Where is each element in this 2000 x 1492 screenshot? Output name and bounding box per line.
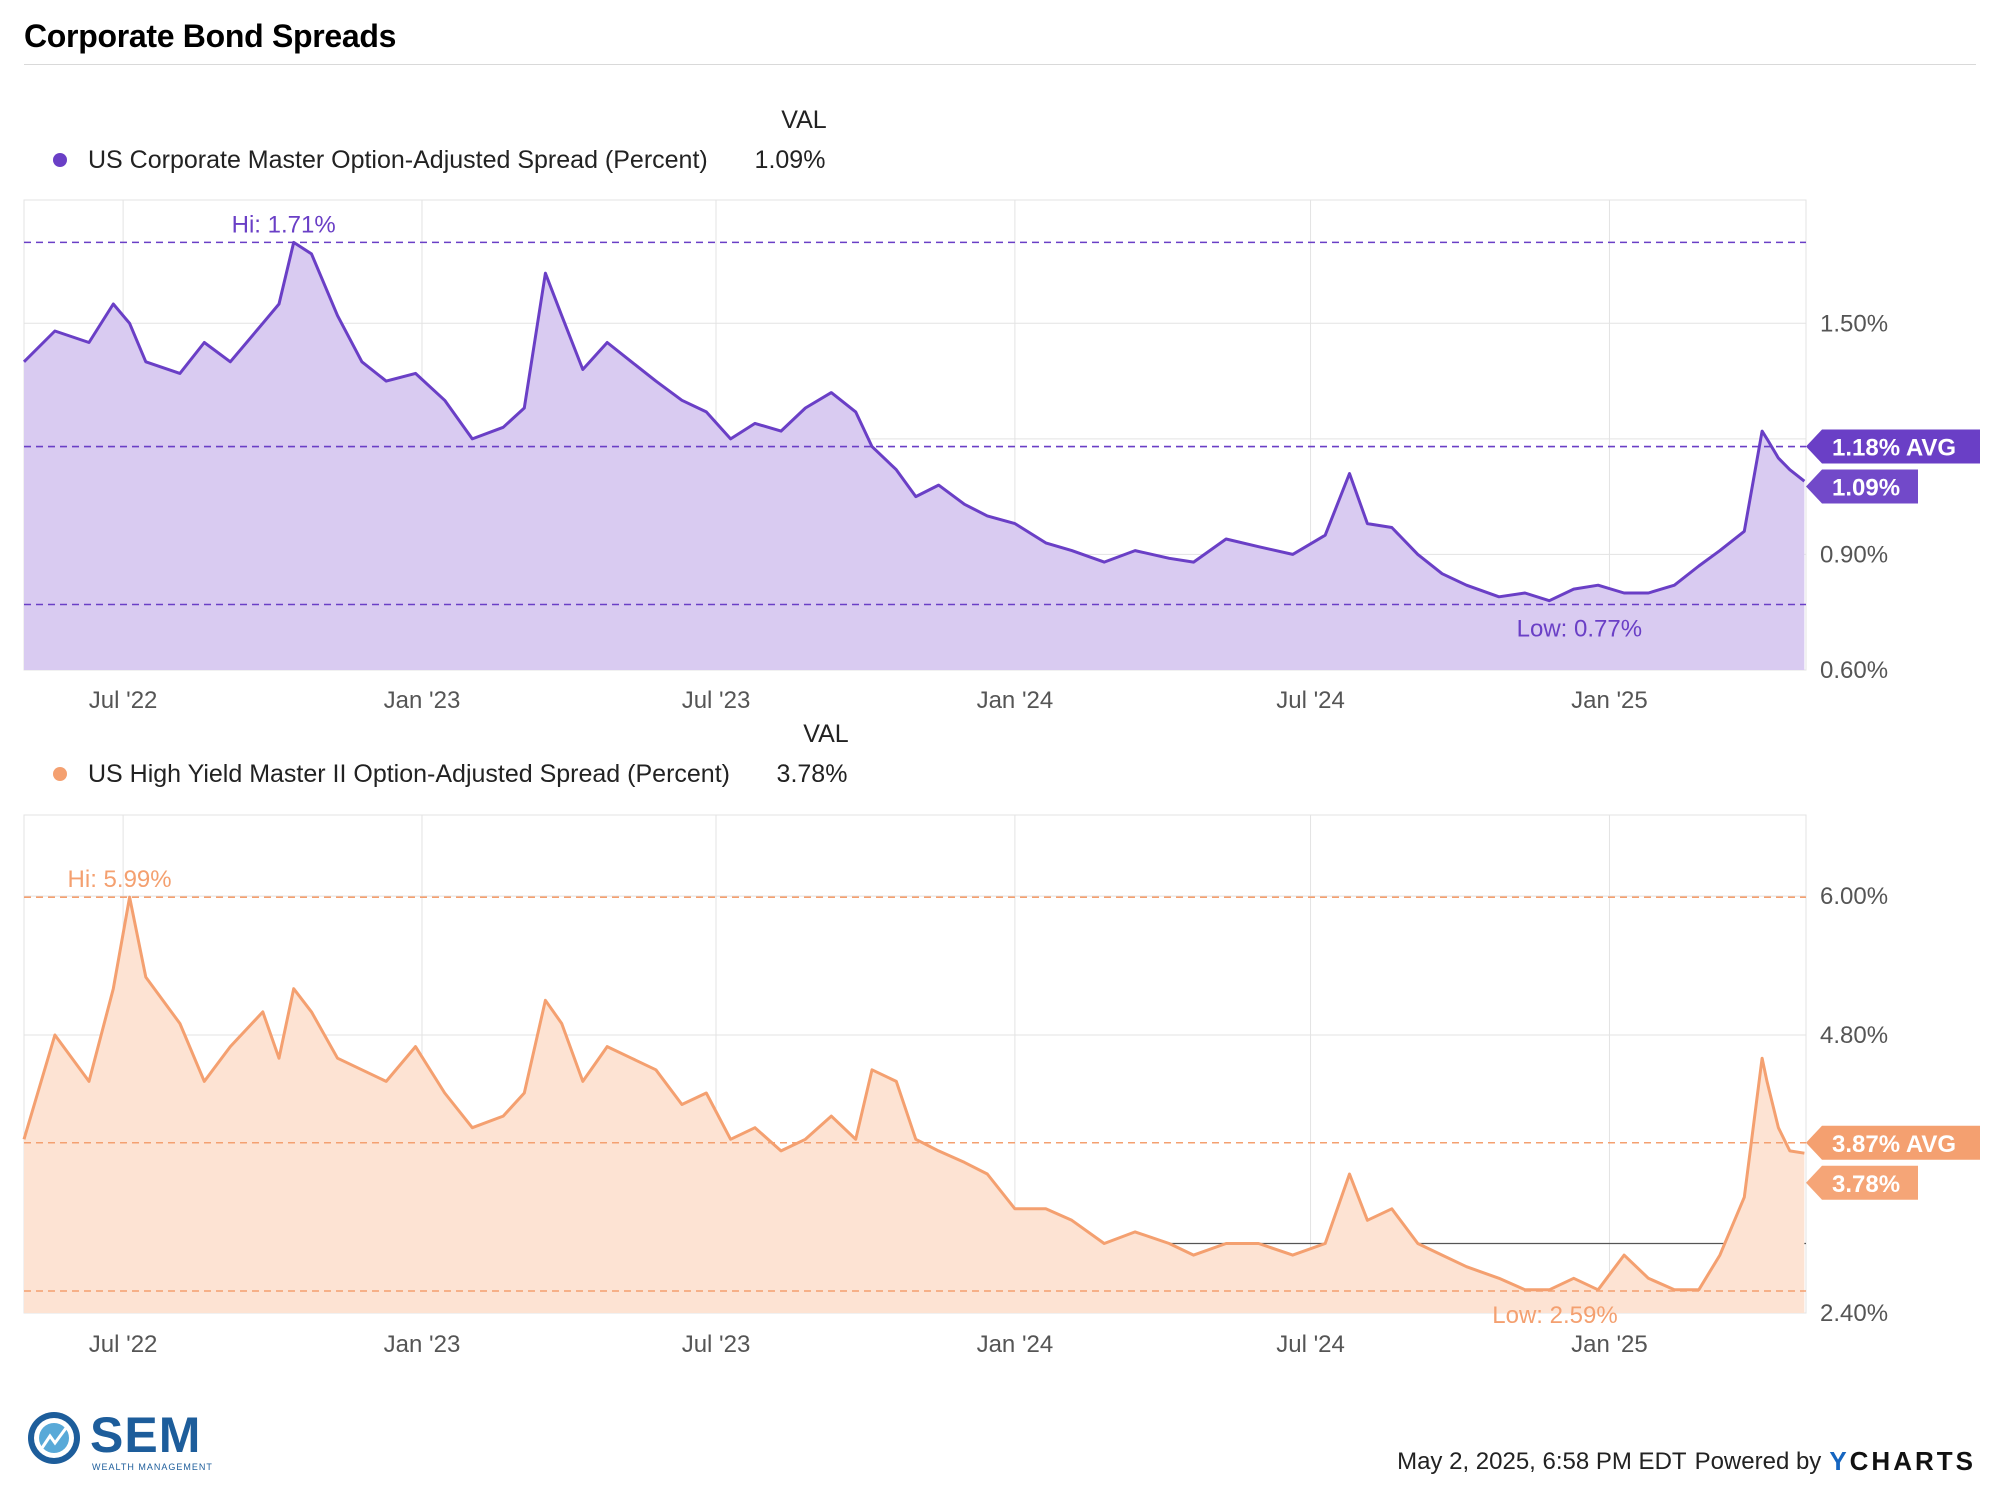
legend-series-name: US High Yield Master II Option-Adjusted … <box>88 760 730 788</box>
low-annotation: Low: 0.77% <box>1517 616 1642 643</box>
last-badge <box>1806 1165 1918 1200</box>
ycharts-brand-rest: CHARTS <box>1849 1446 1976 1476</box>
sem-logo: SEM WEALTH MANAGEMENT <box>24 1407 224 1474</box>
y-tick-label: 0.60% <box>1820 657 1888 684</box>
avg-badge <box>1806 429 1980 464</box>
ycharts-brand[interactable]: YCHARTS <box>1829 1446 1976 1477</box>
sem-logo-icon <box>28 1412 80 1464</box>
legend-val-header: VAL <box>781 106 826 134</box>
last-badge-label: 1.09% <box>1832 475 1900 502</box>
x-tick-label: Jul '23 <box>682 1331 751 1358</box>
logo-name: SEM <box>90 1407 202 1463</box>
x-tick-label: Jan '23 <box>384 1331 461 1358</box>
y-tick-label: 0.90% <box>1820 541 1888 568</box>
hi-annotation: Hi: 5.99% <box>68 866 172 893</box>
y-tick-label: 6.00% <box>1820 883 1888 910</box>
avg-badge <box>1806 1125 1980 1160</box>
series-line <box>22 240 1806 603</box>
x-tick-label: Jul '24 <box>1276 687 1345 714</box>
x-tick-label: Jul '22 <box>89 1331 158 1358</box>
series-area <box>24 242 1805 670</box>
footer-timestamp: May 2, 2025, 6:58 PM EDT <box>1397 1447 1687 1475</box>
last-badge-label: 3.78% <box>1832 1171 1900 1198</box>
legend-value: 3.78% <box>777 760 848 788</box>
y-tick-label: 4.80% <box>1820 1022 1888 1049</box>
footer: May 2, 2025, 6:58 PM EDT Powered by YCHA… <box>1397 1446 1976 1477</box>
x-tick-label: Jan '23 <box>384 687 461 714</box>
series-line <box>22 895 1805 1292</box>
panel-investment-grade: Hi: 1.71%Low: 0.77%1.50%1.20%0.90%0.60%J… <box>22 106 1980 714</box>
x-tick-label: Jan '24 <box>977 687 1054 714</box>
y-tick-label: 1.50% <box>1820 310 1888 337</box>
legend-series-name: US Corporate Master Option-Adjusted Spre… <box>88 146 708 174</box>
series-area <box>24 897 1805 1313</box>
legend-value: 1.09% <box>755 146 826 174</box>
title-divider <box>24 64 1976 65</box>
avg-badge-label: 1.18% AVG <box>1832 435 1956 462</box>
x-tick-label: Jul '24 <box>1276 1331 1345 1358</box>
x-tick-label: Jul '23 <box>682 687 751 714</box>
low-annotation: Low: 2.59% <box>1492 1302 1617 1329</box>
chart-title: Corporate Bond Spreads <box>24 18 397 54</box>
x-tick-label: Jan '25 <box>1571 1331 1648 1358</box>
legend-dot <box>53 153 67 167</box>
panel-high-yield: Hi: 5.99% Low: 2.59% 6.00% 4.80% 2.40% Jul '2… <box>22 720 1980 1358</box>
x-tick-label: Jan '25 <box>1571 687 1648 714</box>
last-badge <box>1806 469 1918 504</box>
x-tick-label: Jul '22 <box>89 687 158 714</box>
footer-powered-by: Powered by <box>1694 1447 1822 1475</box>
y-tick-label: 2.40% <box>1820 1300 1888 1327</box>
legend-val-header: VAL <box>803 720 848 748</box>
x-tick-label: Jan '24 <box>977 1331 1054 1358</box>
ycharts-brand-y: Y <box>1829 1446 1850 1476</box>
avg-badge-label: 3.87% AVG <box>1832 1131 1956 1158</box>
hi-annotation: Hi: 1.71% <box>232 211 336 238</box>
legend-dot <box>53 767 67 781</box>
logo-subtitle: WEALTH MANAGEMENT <box>92 1462 213 1472</box>
